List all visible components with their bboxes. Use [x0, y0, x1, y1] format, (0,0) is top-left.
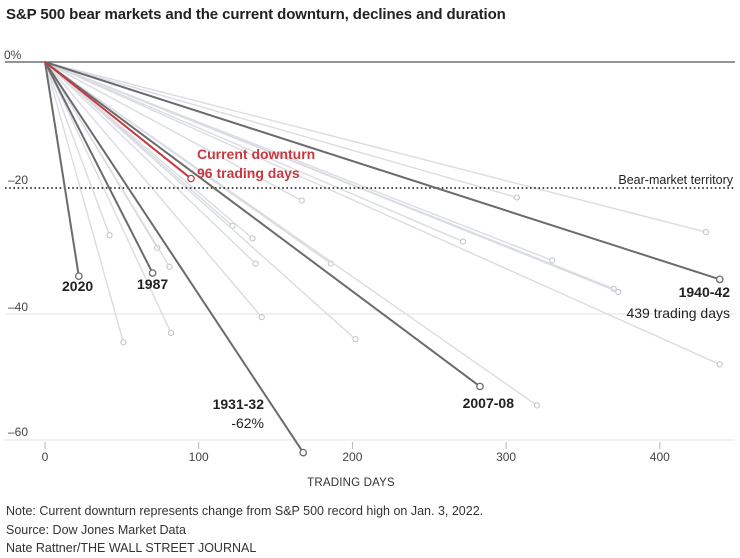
- x-tick-label-2: 200: [342, 450, 362, 464]
- note-text: Note: Current downturn represents change…: [6, 504, 484, 518]
- line-series-a: [44, 61, 125, 343]
- endpoint-1987: [148, 269, 157, 277]
- endpoint-series-b: [106, 232, 113, 239]
- line-1987: [44, 61, 154, 274]
- chart-title: S&P 500 bear markets and the current dow…: [6, 6, 506, 23]
- endpoint-series-t: [716, 361, 723, 368]
- y-tick-label-3: –60: [8, 425, 28, 439]
- endpoint-series-o: [549, 257, 556, 264]
- endpoint-series-m: [459, 238, 467, 245]
- line-1940-42: [44, 61, 721, 281]
- label-1931-32: 1931-32: [213, 396, 265, 412]
- x-tick-label-3: 300: [496, 450, 516, 464]
- line-current: [44, 61, 192, 180]
- endpoint-series-f: [229, 222, 236, 229]
- sublabel-current: 96 trading days: [197, 165, 300, 181]
- endpoint-series-d: [166, 263, 173, 270]
- y-tick-label-1: –20: [8, 173, 28, 187]
- line-series-j: [44, 61, 303, 202]
- endpoint-series-s: [702, 229, 710, 236]
- label-2020: 2020: [62, 278, 93, 294]
- label-1987: 1987: [137, 276, 168, 292]
- endpoint-series-n: [513, 194, 520, 201]
- endpoint-1931-32: [299, 448, 308, 457]
- line-series-t: [44, 61, 721, 366]
- source-text: Source: Dow Jones Market Data: [6, 522, 186, 537]
- bear-market-chart: Bear-market territory 0% –20 –40 –60 0 100 200 3…: [4, 48, 735, 489]
- line-1931-32: [44, 61, 305, 454]
- x-axis-title: TRADING DAYS: [307, 477, 395, 489]
- endpoint-2007-08: [476, 382, 484, 391]
- endpoint-series-h: [252, 260, 259, 267]
- sublabel-1940-42: 439 trading days: [626, 305, 730, 321]
- line-series-b: [44, 61, 111, 236]
- endpoint-series-i: [258, 314, 265, 321]
- endpoint-current: [187, 174, 195, 183]
- label-1940-42: 1940-42: [679, 284, 731, 300]
- line-series-l: [44, 61, 356, 340]
- line-2020: [44, 61, 80, 277]
- line-series-m: [44, 61, 464, 243]
- threshold-label: Bear-market territory: [618, 173, 733, 187]
- x-tick-label-1: 100: [189, 450, 209, 464]
- endpoint-series-j: [298, 197, 305, 204]
- endpoint-series-a: [120, 339, 127, 346]
- line-series-r: [44, 61, 619, 293]
- line-series-e: [44, 61, 172, 334]
- line-series-p: [44, 61, 538, 406]
- endpoint-series-r: [615, 288, 622, 296]
- line-series-h: [44, 61, 257, 265]
- endpoint-series-e: [167, 329, 175, 336]
- x-tick-label-0: 0: [42, 450, 49, 464]
- line-series-n: [44, 61, 518, 199]
- line-series-i: [44, 61, 263, 318]
- line-2007-08: [44, 61, 481, 388]
- endpoint-series-g: [249, 235, 256, 242]
- label-current: Current downturn: [197, 146, 315, 162]
- endpoint-1940-42: [715, 275, 724, 284]
- credit-text: Nate Rattner/THE WALL STREET JOURNAL: [6, 541, 257, 555]
- line-series-s: [44, 61, 707, 233]
- y-tick-label-0: 0%: [4, 48, 22, 62]
- line-series-d: [44, 61, 171, 268]
- label-2007-08: 2007-08: [463, 395, 515, 411]
- sublabel-1931-32: -62%: [231, 415, 264, 431]
- line-series-g: [44, 61, 253, 239]
- footnotes: Note: Current downturn represents change…: [6, 502, 483, 558]
- x-tick-label-4: 400: [650, 450, 670, 464]
- endpoint-series-l: [352, 336, 359, 343]
- endpoint-series-p: [533, 402, 540, 409]
- y-tick-label-2: –40: [8, 300, 28, 314]
- endpoint-2020: [74, 272, 83, 281]
